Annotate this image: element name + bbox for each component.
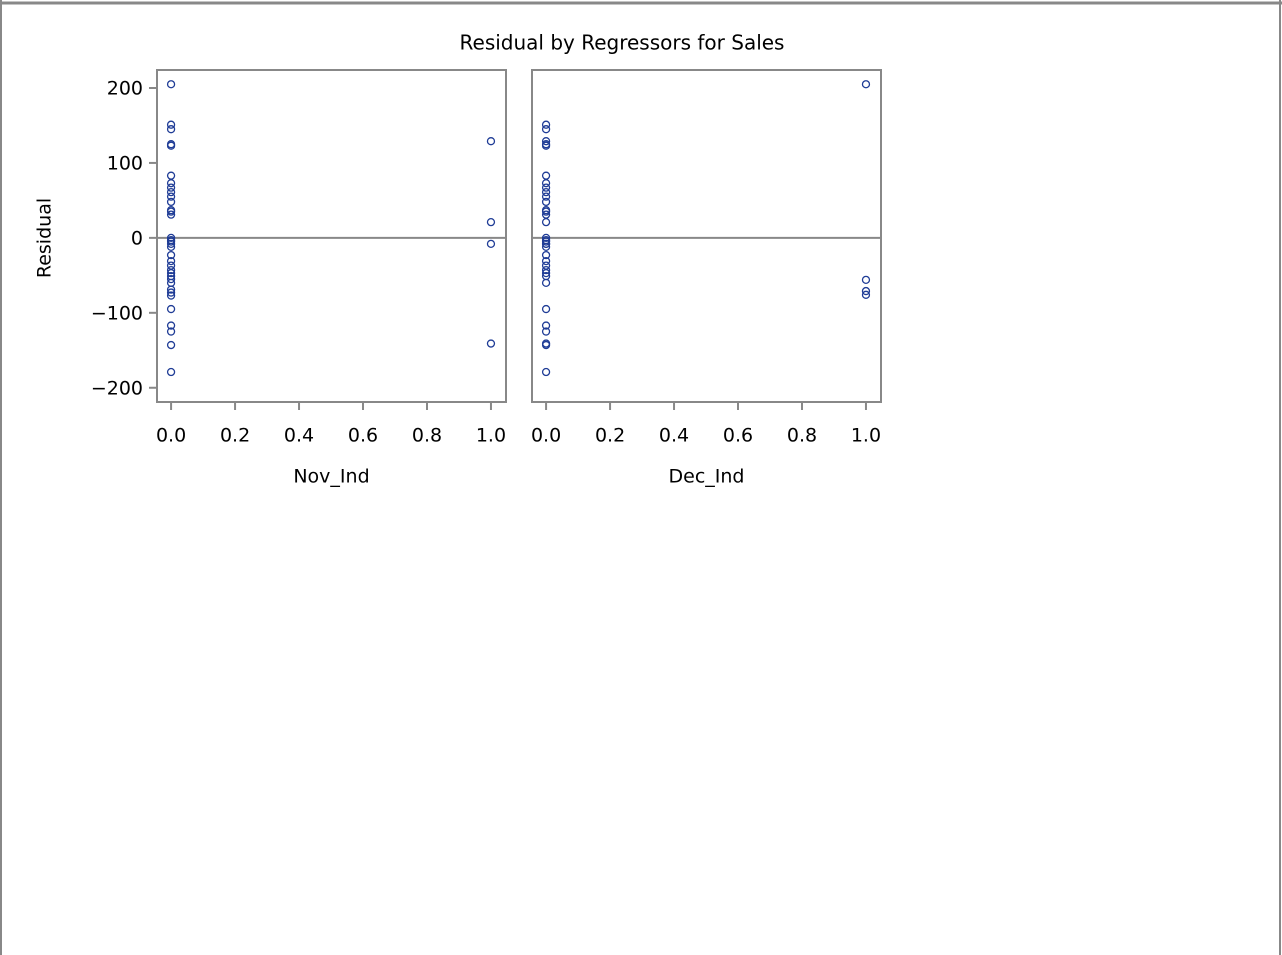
y-tick-label: −100 bbox=[91, 302, 143, 324]
point bbox=[166, 197, 176, 207]
x-tick-label: 0.0 bbox=[531, 425, 561, 447]
y-tick-label: 0 bbox=[131, 227, 143, 249]
point bbox=[861, 275, 871, 284]
point bbox=[166, 210, 176, 219]
point bbox=[541, 188, 551, 197]
point bbox=[166, 367, 176, 377]
point bbox=[166, 265, 176, 275]
point bbox=[541, 183, 551, 192]
point bbox=[541, 207, 551, 216]
point bbox=[166, 340, 176, 350]
point bbox=[861, 290, 871, 299]
point bbox=[166, 288, 176, 297]
point bbox=[166, 183, 176, 192]
point bbox=[166, 285, 176, 294]
point bbox=[486, 217, 496, 227]
point bbox=[166, 141, 176, 150]
point bbox=[541, 304, 551, 314]
point bbox=[166, 274, 176, 284]
point bbox=[541, 265, 551, 275]
point bbox=[166, 237, 176, 246]
point bbox=[541, 242, 551, 252]
x-tick-label: 1.0 bbox=[476, 425, 506, 447]
x-axis-label: Dec_Ind bbox=[669, 466, 745, 488]
point bbox=[541, 327, 551, 336]
point bbox=[541, 250, 551, 260]
point bbox=[541, 256, 551, 266]
x-tick-label: 0.6 bbox=[723, 425, 753, 447]
x-tick-label: 0.8 bbox=[412, 425, 442, 447]
plot-frame bbox=[156, 69, 507, 403]
point bbox=[166, 268, 176, 278]
point bbox=[541, 237, 551, 246]
x-tick-label: 0.4 bbox=[284, 425, 314, 447]
point bbox=[166, 80, 176, 89]
point bbox=[166, 242, 176, 252]
y-tick-label: −200 bbox=[91, 377, 143, 399]
x-tick-label: 0.4 bbox=[659, 425, 689, 447]
point bbox=[166, 125, 176, 134]
x-tick-label: 0.6 bbox=[348, 425, 378, 447]
x-tick-label: 1.0 bbox=[851, 425, 881, 447]
point bbox=[541, 233, 551, 243]
plot-frame bbox=[531, 69, 882, 403]
point bbox=[541, 367, 551, 377]
point bbox=[541, 137, 551, 146]
y-tick-label: 200 bbox=[107, 77, 143, 99]
point bbox=[166, 304, 176, 314]
point bbox=[166, 291, 176, 300]
point bbox=[541, 141, 551, 150]
point bbox=[541, 321, 551, 330]
x-tick-label: 0.0 bbox=[156, 425, 186, 447]
point bbox=[541, 179, 551, 188]
point bbox=[541, 278, 551, 287]
point bbox=[541, 340, 551, 350]
x-axis-label: Nov_Ind bbox=[293, 466, 369, 488]
point bbox=[541, 217, 551, 227]
point bbox=[541, 268, 551, 278]
y-tick-label: 100 bbox=[107, 152, 143, 174]
point bbox=[486, 137, 496, 146]
point bbox=[166, 188, 176, 197]
point bbox=[166, 327, 176, 336]
point bbox=[166, 120, 176, 129]
point bbox=[541, 120, 551, 129]
point bbox=[541, 197, 551, 207]
point bbox=[166, 256, 176, 266]
x-tick-label: 0.2 bbox=[220, 425, 250, 447]
point bbox=[166, 321, 176, 330]
point bbox=[166, 250, 176, 260]
point bbox=[166, 207, 176, 216]
point bbox=[486, 339, 496, 348]
point bbox=[541, 239, 551, 249]
point bbox=[166, 233, 176, 243]
point bbox=[541, 125, 551, 134]
point bbox=[861, 286, 871, 296]
x-tick-label: 0.2 bbox=[595, 425, 625, 447]
point bbox=[486, 239, 496, 249]
point bbox=[861, 80, 871, 89]
y-axis-label: Residual bbox=[34, 198, 56, 278]
point bbox=[166, 192, 176, 201]
point bbox=[166, 179, 176, 188]
point bbox=[166, 239, 176, 249]
chart-title: Residual by Regressors for Sales bbox=[460, 31, 785, 55]
point bbox=[541, 192, 551, 201]
x-tick-label: 0.8 bbox=[787, 425, 817, 447]
